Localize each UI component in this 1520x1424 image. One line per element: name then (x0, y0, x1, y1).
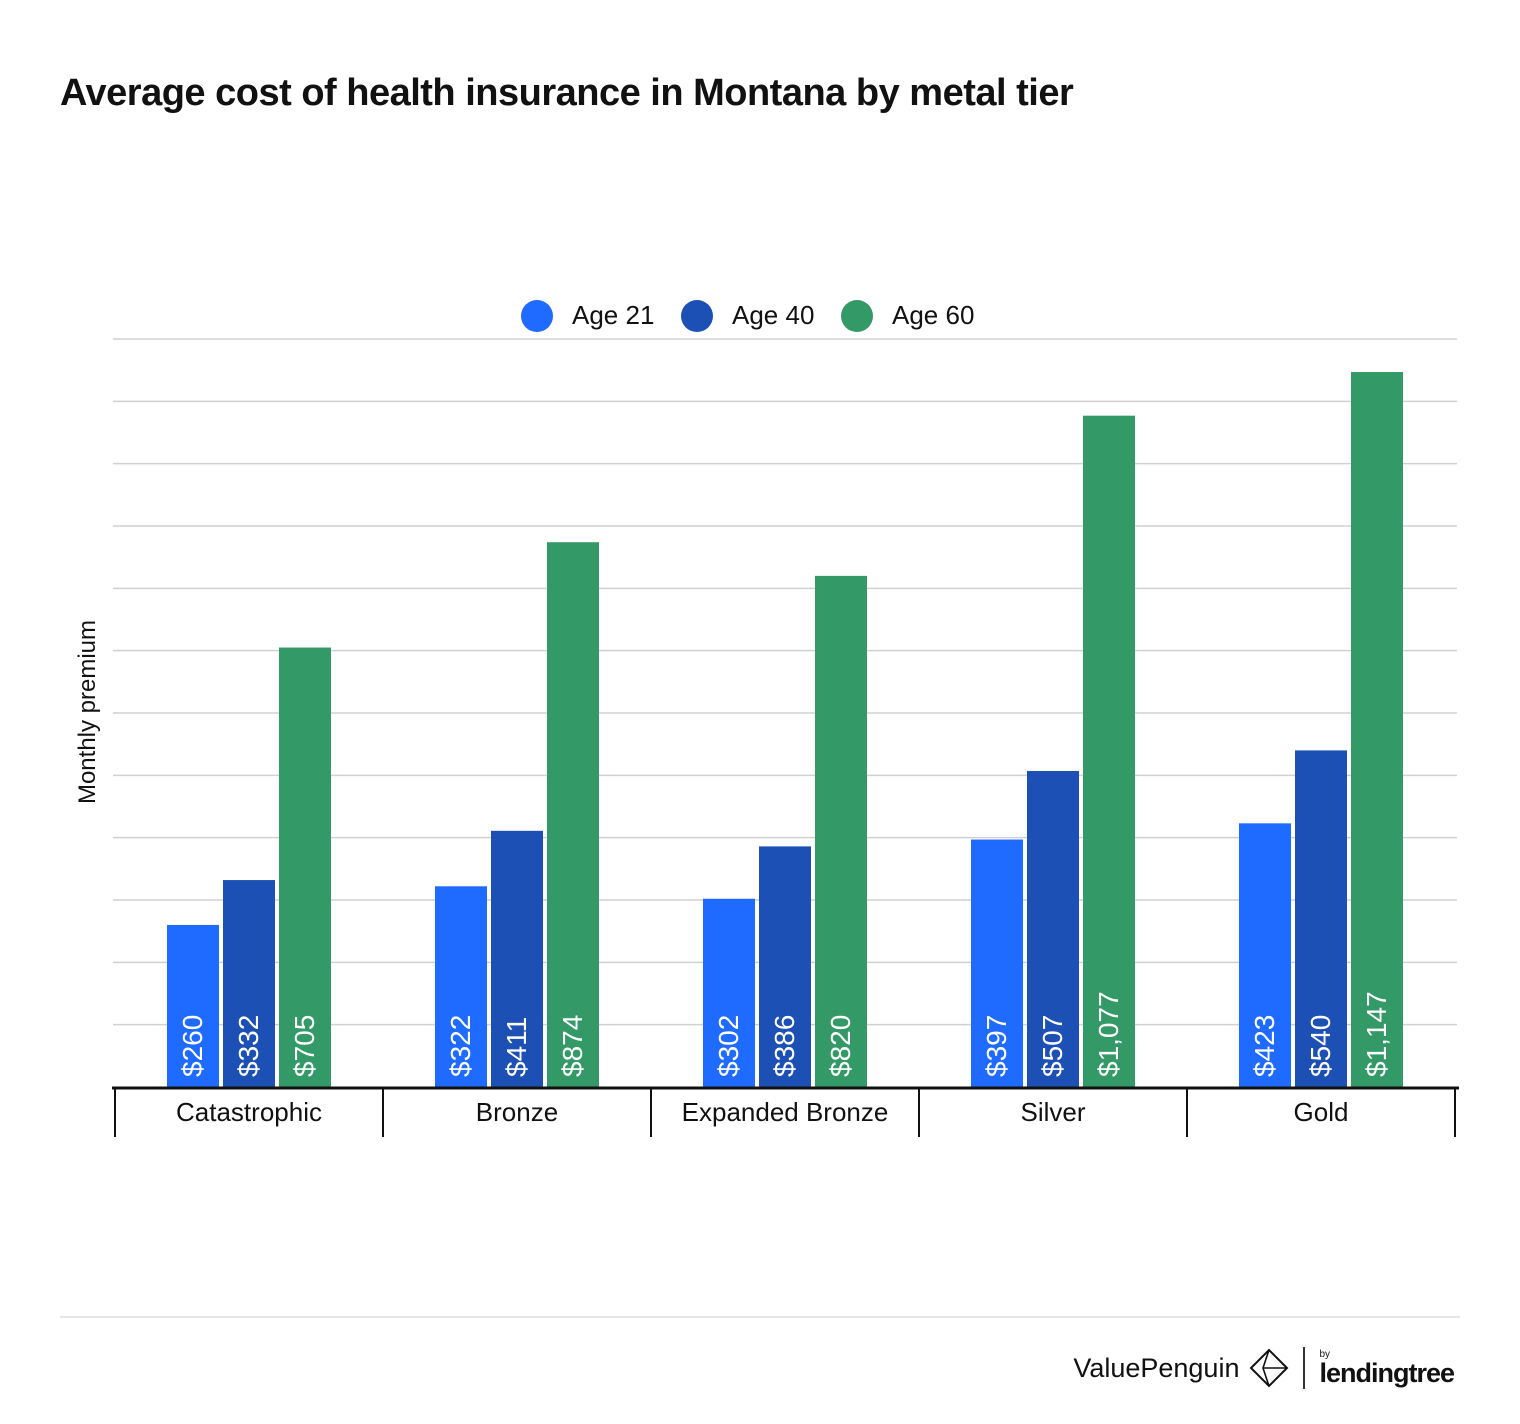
bar (1351, 372, 1403, 1088)
category-label: Gold (1294, 1097, 1349, 1127)
data-label: $332 (233, 1015, 264, 1077)
y-axis-label: Monthly premium (74, 620, 101, 804)
bar-chart: Monthly premium Age 21 Age 40 Age 60 $260 $33… (74, 300, 1459, 1137)
legend-label: Age 60 (892, 300, 974, 330)
data-label: $1,077 (1093, 991, 1124, 1077)
brand-by-label: by (1319, 1348, 1331, 1360)
bar (167, 924, 219, 1087)
legend-label: Age 40 (732, 300, 814, 330)
category-label: Catastrophic (176, 1097, 322, 1127)
brand-logo: ValuePenguin by lendingtree (1073, 1346, 1455, 1390)
bar (491, 830, 543, 1087)
legend-marker (841, 300, 873, 332)
category-label: Bronze (476, 1097, 558, 1127)
data-label: $260 (177, 1015, 208, 1077)
bar (1295, 750, 1347, 1087)
bar (435, 886, 487, 1087)
data-label: $322 (445, 1015, 476, 1077)
data-label: $302 (713, 1015, 744, 1077)
category-label: Silver (1020, 1097, 1085, 1127)
data-label: $423 (1249, 1015, 1280, 1077)
data-label: $820 (825, 1015, 856, 1077)
brand-separator (1303, 1347, 1306, 1389)
data-label: $507 (1037, 1015, 1068, 1077)
data-label: $386 (769, 1015, 800, 1077)
bar (703, 898, 755, 1087)
brand-lendingtree-group: by lendingtree (1319, 1348, 1455, 1388)
brand-lendingtree: lendingtree (1319, 1357, 1455, 1388)
legend-marker (521, 300, 553, 332)
data-label: $705 (289, 1015, 320, 1077)
footer-divider (60, 1316, 1460, 1318)
penguin-diamond-icon (1250, 1348, 1289, 1388)
bar (547, 542, 599, 1087)
data-label: $1,147 (1361, 991, 1392, 1077)
bar (815, 575, 867, 1087)
bar (759, 846, 811, 1087)
bar (1027, 770, 1079, 1087)
brand-valuepenguin: ValuePenguin (1073, 1352, 1240, 1383)
legend-label: Age 21 (572, 300, 654, 330)
data-label: $540 (1305, 1015, 1336, 1077)
bar (1083, 415, 1135, 1087)
bar (223, 880, 275, 1087)
chart-title: Average cost of health insurance in Mont… (60, 72, 1074, 114)
data-label: $874 (557, 1015, 588, 1077)
bar (971, 839, 1023, 1087)
legend-marker (681, 300, 713, 332)
category-label: Expanded Bronze (682, 1097, 889, 1127)
bar (1239, 823, 1291, 1087)
data-label: $397 (981, 1015, 1012, 1077)
bar (279, 647, 331, 1087)
data-label: $411 (501, 1017, 532, 1077)
